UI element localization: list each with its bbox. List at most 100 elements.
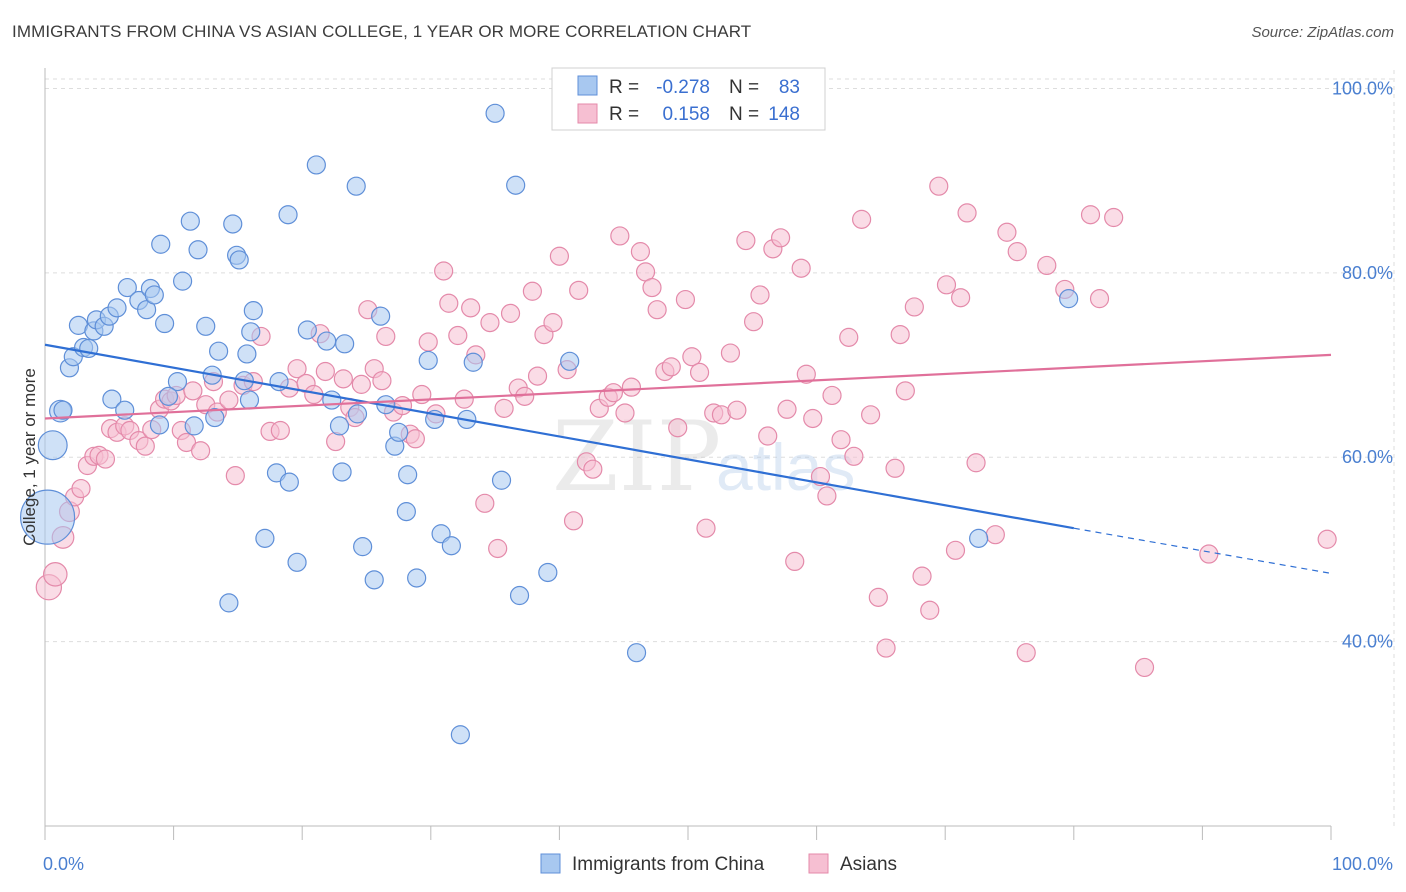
- asians-point-110: [796, 364, 816, 384]
- asians-point-42: [333, 369, 353, 389]
- china-point-71: [560, 351, 580, 371]
- bottom-legend: Immigrants from China Asians: [540, 853, 897, 875]
- asians-point-67: [500, 303, 521, 323]
- asians-point-73: [543, 313, 563, 333]
- asians-point-123: [890, 325, 910, 345]
- china-point-55: [389, 422, 409, 442]
- asians-point-96: [696, 518, 716, 538]
- china-point-80: [239, 390, 260, 410]
- bottom-legend-label-china: Immigrants from China: [572, 854, 765, 875]
- asians-point-55: [418, 332, 438, 352]
- asians-point-57: [434, 261, 454, 281]
- asians-point-59: [448, 325, 468, 346]
- china-point-19: [151, 234, 171, 254]
- legend-n-value-b: 148: [768, 104, 800, 125]
- asians-point-118: [852, 209, 872, 229]
- asians-trend-line: [44, 353, 1332, 420]
- china-point-47: [332, 462, 352, 482]
- y-tick-label-40: 40.0%: [1342, 632, 1393, 652]
- asians-point-5: [71, 478, 91, 499]
- asians-point-65: [488, 538, 508, 559]
- asians-point-134: [985, 525, 1005, 545]
- y-tick-label-80: 80.0%: [1342, 263, 1393, 283]
- china-point-72: [626, 643, 647, 663]
- asians-point-113: [817, 486, 837, 506]
- asians-point-135: [997, 222, 1017, 242]
- asians-point-22: [176, 432, 197, 453]
- china-point-37: [255, 528, 275, 548]
- asians-point-1: [42, 562, 68, 587]
- asians-point-137: [1016, 643, 1036, 663]
- china-point-79: [184, 416, 204, 436]
- asians-point-103: [750, 285, 770, 305]
- china-point-36: [243, 301, 263, 321]
- asians-point-23: [183, 381, 203, 401]
- china-point-73: [969, 528, 989, 548]
- asians-point-41: [326, 431, 346, 452]
- asians-point-94: [682, 347, 702, 367]
- china-point-70: [538, 562, 558, 583]
- legend-r-label-a: R =: [609, 77, 639, 98]
- asians-point-83: [610, 226, 630, 246]
- asians-point-116: [839, 327, 859, 347]
- china-trend-line: [44, 343, 1074, 530]
- china-point-56: [396, 502, 416, 522]
- asians-point-140: [1080, 205, 1101, 225]
- asians-point-40: [315, 361, 335, 382]
- source-label: Source: ZipAtlas.com: [1251, 24, 1394, 41]
- china-point-13: [107, 298, 127, 318]
- asians-point-45: [351, 374, 371, 394]
- china-point-22: [173, 271, 193, 291]
- china-point-30: [223, 214, 243, 234]
- china-point-46: [329, 416, 350, 436]
- asians-point-61: [461, 298, 481, 318]
- china-point-57: [398, 465, 418, 485]
- asians-point-128: [929, 176, 949, 196]
- china-point-49: [346, 176, 366, 196]
- bottom-legend-label-asians: Asians: [840, 854, 897, 875]
- asians-point-70: [522, 281, 542, 301]
- asians-point-95: [689, 362, 710, 382]
- asians-point-111: [803, 408, 823, 429]
- china-point-59: [418, 350, 438, 371]
- watermark: ZIP atlas: [552, 401, 855, 513]
- china-point-68: [506, 175, 526, 195]
- trend-lines: [44, 343, 1332, 574]
- asians-point-141: [1089, 289, 1110, 309]
- x-tick-label-max: 100.0%: [1332, 854, 1393, 874]
- china-point-14: [117, 277, 137, 298]
- asians-point-142: [1104, 207, 1124, 228]
- asians-point-92: [668, 418, 688, 438]
- x-tick-label-min: 0.0%: [43, 854, 84, 874]
- asians-point-99: [720, 343, 741, 363]
- asians-point-48: [372, 371, 392, 391]
- asians-point-28: [219, 390, 239, 410]
- china-point-75: [158, 386, 179, 406]
- china-point-32: [229, 250, 249, 270]
- asians-point-84: [615, 403, 635, 423]
- asians-point-36: [287, 359, 307, 379]
- china-point-50: [353, 537, 373, 557]
- y-tick-label-60: 60.0%: [1342, 447, 1393, 467]
- china-point-20: [154, 313, 175, 334]
- asians-point-49: [376, 326, 396, 347]
- asians-point-82: [603, 383, 624, 403]
- asians-point-127: [920, 600, 940, 620]
- asians-point-145: [1317, 529, 1337, 549]
- asians-point-121: [876, 638, 896, 658]
- asians-point-63: [475, 493, 495, 513]
- china-point-52: [371, 306, 391, 326]
- asians-point-53: [405, 429, 425, 449]
- asians-point-74: [549, 246, 570, 266]
- asians-point-138: [1037, 255, 1057, 276]
- asians-point-77: [569, 280, 589, 300]
- asians-point-119: [861, 405, 881, 425]
- china-point-29: [219, 593, 239, 613]
- asians-point-132: [957, 203, 977, 223]
- china-point-74: [1059, 289, 1079, 309]
- bottom-legend-swatch-china: [540, 853, 561, 874]
- china-point-65: [463, 352, 483, 372]
- asians-point-64: [480, 313, 500, 333]
- asians-point-9: [95, 449, 116, 469]
